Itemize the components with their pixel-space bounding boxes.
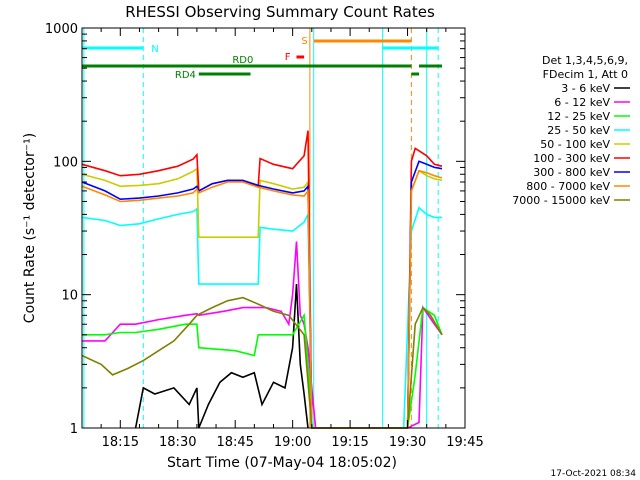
legend-label-3: 25 - 50 keV	[547, 124, 610, 137]
legend-label-7: 800 - 7000 keV	[526, 180, 610, 193]
y-tick-label-3: 1000	[45, 22, 78, 37]
legend-label-4: 50 - 100 keV	[540, 138, 610, 151]
legend-label-5: 100 - 300 keV	[533, 152, 610, 165]
y-tick-label-2: 100	[53, 155, 78, 170]
plot-frame	[81, 27, 466, 429]
y-axis-label: Count Rate (s⁻¹ detector⁻¹)	[22, 133, 38, 323]
x-tick-label-5: 19:30	[389, 435, 426, 450]
series-line-7	[81, 169, 443, 429]
flag-label-f: F	[285, 52, 291, 63]
x-tick-label-3: 19:00	[274, 435, 311, 450]
flag-label-n: N	[151, 44, 158, 55]
series-line-8	[81, 296, 443, 429]
series-line-5	[81, 130, 443, 429]
legend-header-line-1: FDecim 1, Att 0	[543, 68, 628, 81]
series-line-0	[134, 284, 309, 429]
x-tick-label-6: 19:45	[446, 435, 483, 450]
flag-label-rd4: RD4	[175, 70, 196, 81]
x-tick-label-4: 19:15	[331, 435, 368, 450]
flag-label-rd0: RD0	[232, 55, 253, 66]
legend-label-1: 6 - 12 keV	[554, 96, 610, 109]
legend-label-2: 12 - 25 keV	[547, 110, 610, 123]
flag-label-s: S	[301, 36, 307, 47]
x-tick-label-1: 18:30	[159, 435, 196, 450]
x-axis-label: Start Time (07-May-04 18:05:02)	[167, 455, 397, 471]
chart-title: RHESSI Observing Summary Count Rates	[125, 3, 435, 21]
timestamp-label: 17-Oct-2021 08:34	[551, 469, 637, 479]
series-line-4	[81, 167, 443, 429]
y-tick-label-0: 1	[70, 422, 78, 437]
series-line-3	[81, 206, 442, 429]
y-tick-label-1: 10	[61, 289, 78, 304]
legend-label-0: 3 - 6 keV	[561, 82, 610, 95]
series-line-6	[81, 160, 443, 429]
series-line-2	[82, 306, 443, 429]
x-tick-label-0: 18:15	[102, 435, 139, 450]
legend-label-8: 7000 - 15000 keV	[512, 194, 610, 207]
x-tick-label-2: 18:45	[216, 435, 253, 450]
legend-label-6: 300 - 800 keV	[533, 166, 610, 179]
legend-header-line-0: Det 1,3,4,5,6,9,	[542, 54, 628, 67]
